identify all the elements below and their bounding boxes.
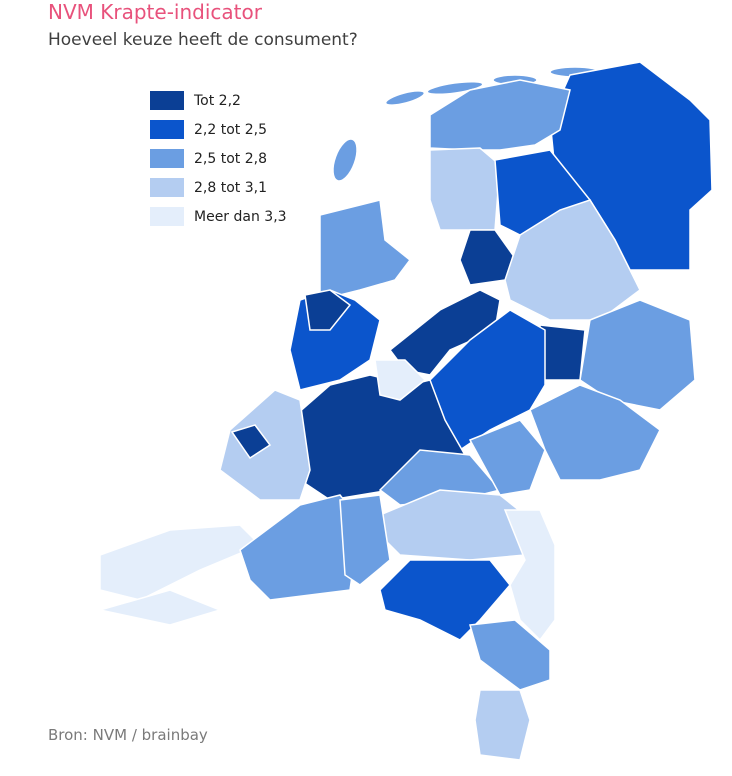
subtitle: Hoeveel keuze heeft de consument? xyxy=(48,30,358,50)
legend-swatch xyxy=(150,91,184,110)
legend-item: 2,8 tot 3,1 xyxy=(150,173,287,202)
regions xyxy=(99,61,713,761)
legend-label: 2,8 tot 3,1 xyxy=(194,179,267,196)
legend-swatch xyxy=(150,207,184,226)
legend-item: 2,2 tot 2,5 xyxy=(150,115,287,144)
legend-swatch xyxy=(150,120,184,139)
legend-item: Meer dan 3,3 xyxy=(150,202,287,231)
legend-item: 2,5 tot 2,8 xyxy=(150,144,287,173)
legend-label: Meer dan 3,3 xyxy=(194,208,287,225)
title: NVM Krapte-indicator xyxy=(48,0,262,24)
legend-swatch xyxy=(150,149,184,168)
source: Bron: NVM / brainbay xyxy=(48,726,208,744)
legend-label: 2,2 tot 2,5 xyxy=(194,121,267,138)
legend-swatch xyxy=(150,178,184,197)
legend-item: Tot 2,2 xyxy=(150,86,287,115)
legend-label: Tot 2,2 xyxy=(194,92,241,109)
legend-label: 2,5 tot 2,8 xyxy=(194,150,267,167)
legend: Tot 2,2 2,2 tot 2,5 2,5 tot 2,8 2,8 tot 3,1… xyxy=(150,86,287,231)
